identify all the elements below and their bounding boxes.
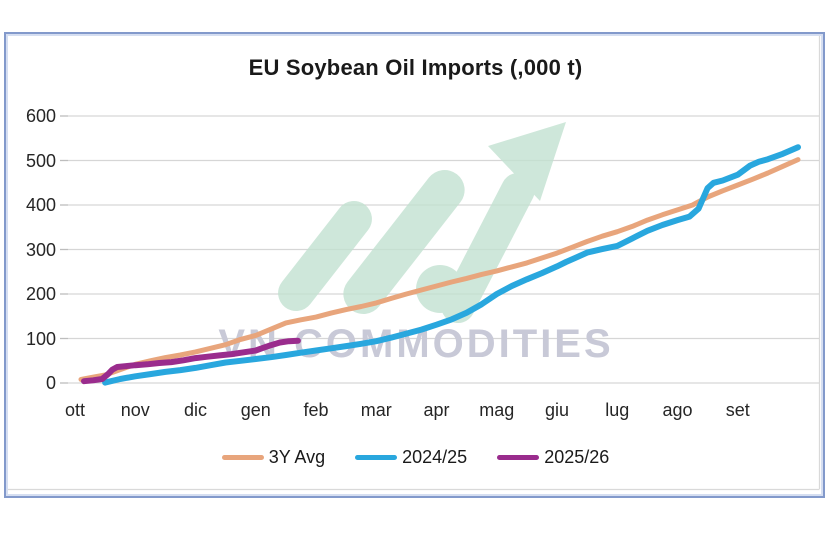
chart-legend: 3Y Avg 2024/25 2025/26: [0, 447, 831, 468]
x-axis-label-mar: mar: [360, 400, 392, 420]
plot-border: [8, 36, 821, 491]
series-line-3y-avg: [78, 157, 801, 382]
series-lines: [78, 144, 801, 386]
y-axis-label-0: 0: [45, 373, 56, 393]
trend-arrow-watermark-icon: [278, 122, 566, 323]
y-axis-label-500: 500: [25, 150, 56, 171]
series-line-2024-25: [102, 144, 801, 386]
x-axis-label-giu: giu: [544, 400, 570, 420]
chart-outer-frame: [4, 32, 825, 498]
legend-swatch-icon: [355, 455, 398, 460]
x-axis-label-nov: nov: [120, 400, 150, 420]
legend-item-2024-25: 2024/25: [355, 447, 467, 468]
legend-item-2025-26: 2025/26: [497, 447, 609, 468]
x-axis-label-dic: dic: [183, 400, 207, 420]
x-axis-label-ago: ago: [662, 400, 693, 420]
y-axis-label-300: 300: [25, 239, 56, 260]
x-axis-label-mag: mag: [479, 400, 515, 420]
x-axis-label-feb: feb: [303, 400, 329, 420]
x-axis-label-apr: apr: [423, 400, 450, 420]
y-axis-label-100: 100: [25, 328, 56, 349]
y-axis-label-200: 200: [25, 284, 56, 304]
y-axis-label-600: 600: [25, 106, 56, 126]
series-line-2025-26: [81, 337, 301, 385]
x-axis-label-lug: lug: [605, 400, 630, 420]
legend-label: 3Y Avg: [268, 447, 326, 467]
legend-swatch-icon: [497, 455, 540, 460]
x-axis-label-set: set: [725, 400, 750, 420]
x-axis-label-gen: gen: [240, 400, 271, 420]
legend-item-3y-avg: 3Y Avg: [221, 447, 326, 468]
legend-label: 2024/25: [402, 447, 468, 467]
legend-label: 2025/26: [544, 447, 610, 467]
y-axis-label-400: 400: [25, 195, 56, 215]
chart-title: EU Soybean Oil Imports (,000 t): [248, 55, 583, 80]
legend-swatch-icon: [221, 455, 264, 460]
x-axis-label-ott: ott: [64, 400, 85, 420]
